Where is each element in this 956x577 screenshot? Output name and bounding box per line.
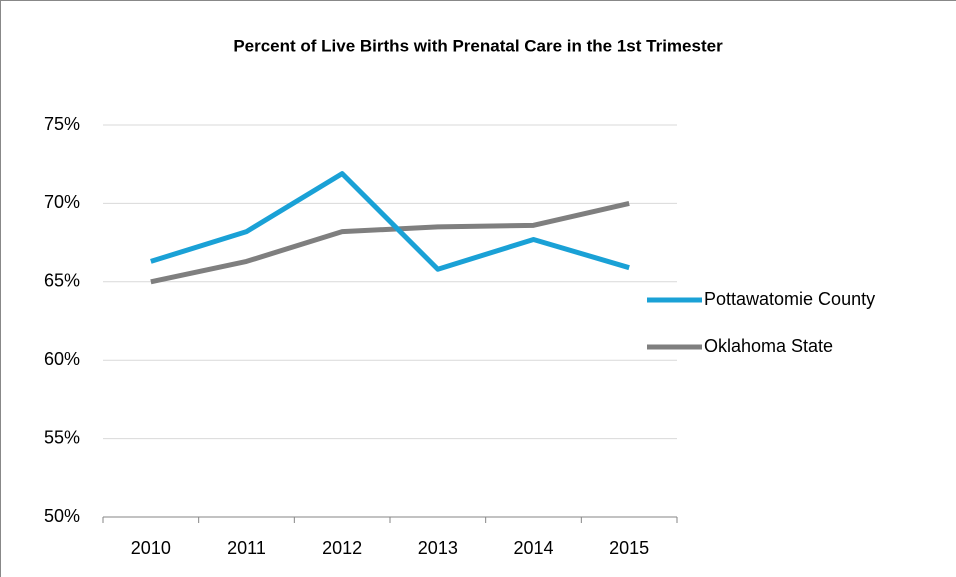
y-tick-label: 55%	[44, 427, 80, 447]
x-tick-label: 2014	[513, 538, 553, 558]
y-tick-label: 65%	[44, 271, 80, 291]
x-tick-label: 2015	[609, 538, 649, 558]
y-tick-label: 70%	[44, 192, 80, 212]
legend-label: Oklahoma State	[704, 336, 833, 356]
x-tick-label: 2010	[131, 538, 171, 558]
y-tick-label: 75%	[44, 114, 80, 134]
series-line	[150, 171, 630, 272]
series-line	[150, 200, 630, 285]
legend-label: Pottawatomie County	[704, 289, 875, 309]
x-tick-label: 2011	[227, 538, 266, 558]
chart-title: Percent of Live Births with Prenatal Car…	[233, 36, 723, 55]
x-tick-label: 2013	[418, 538, 458, 558]
y-tick-label: 50%	[44, 506, 80, 526]
y-tick-label: 60%	[44, 349, 80, 369]
x-tick-label: 2012	[322, 538, 362, 558]
